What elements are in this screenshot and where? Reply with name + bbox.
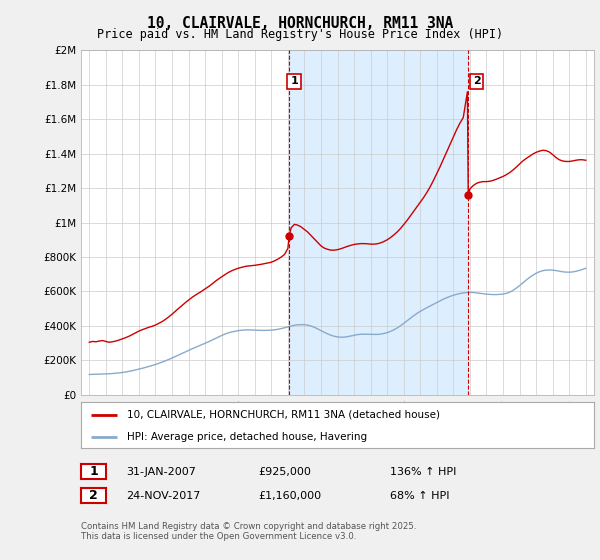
Text: 136% ↑ HPI: 136% ↑ HPI: [390, 466, 457, 477]
Text: Price paid vs. HM Land Registry's House Price Index (HPI): Price paid vs. HM Land Registry's House …: [97, 28, 503, 41]
Text: 24-NOV-2017: 24-NOV-2017: [126, 491, 200, 501]
Text: 10, CLAIRVALE, HORNCHURCH, RM11 3NA (detached house): 10, CLAIRVALE, HORNCHURCH, RM11 3NA (det…: [127, 410, 440, 420]
Text: £1,160,000: £1,160,000: [258, 491, 321, 501]
Text: 2: 2: [89, 489, 98, 502]
Text: 1: 1: [290, 76, 298, 86]
Text: HPI: Average price, detached house, Havering: HPI: Average price, detached house, Have…: [127, 432, 367, 441]
Text: 68% ↑ HPI: 68% ↑ HPI: [390, 491, 449, 501]
Bar: [289, 50, 468, 395]
Text: 1: 1: [89, 465, 98, 478]
Text: Contains HM Land Registry data © Crown copyright and database right 2025.
This d: Contains HM Land Registry data © Crown c…: [81, 522, 416, 542]
Text: £925,000: £925,000: [258, 466, 311, 477]
Text: 10, CLAIRVALE, HORNCHURCH, RM11 3NA: 10, CLAIRVALE, HORNCHURCH, RM11 3NA: [147, 16, 453, 31]
Text: 31-JAN-2007: 31-JAN-2007: [126, 466, 196, 477]
Text: 2: 2: [473, 76, 481, 86]
